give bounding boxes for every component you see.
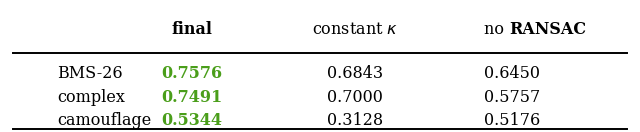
Text: constant $\kappa$: constant $\kappa$ bbox=[312, 21, 398, 37]
Text: 0.5176: 0.5176 bbox=[484, 112, 540, 129]
Text: final: final bbox=[172, 21, 212, 37]
Text: BMS-26: BMS-26 bbox=[58, 65, 124, 82]
Text: no: no bbox=[484, 21, 509, 37]
Text: complex: complex bbox=[58, 89, 125, 106]
Text: 0.6843: 0.6843 bbox=[327, 65, 383, 82]
Text: 0.7576: 0.7576 bbox=[161, 65, 223, 82]
Text: 0.3128: 0.3128 bbox=[327, 112, 383, 129]
Text: 0.7491: 0.7491 bbox=[161, 89, 223, 106]
Text: camouflage: camouflage bbox=[58, 112, 152, 129]
Text: 0.6450: 0.6450 bbox=[484, 65, 540, 82]
Text: 0.7000: 0.7000 bbox=[327, 89, 383, 106]
Text: 0.5344: 0.5344 bbox=[161, 112, 223, 129]
Text: RANSAC: RANSAC bbox=[509, 21, 586, 37]
Text: 0.5757: 0.5757 bbox=[484, 89, 540, 106]
